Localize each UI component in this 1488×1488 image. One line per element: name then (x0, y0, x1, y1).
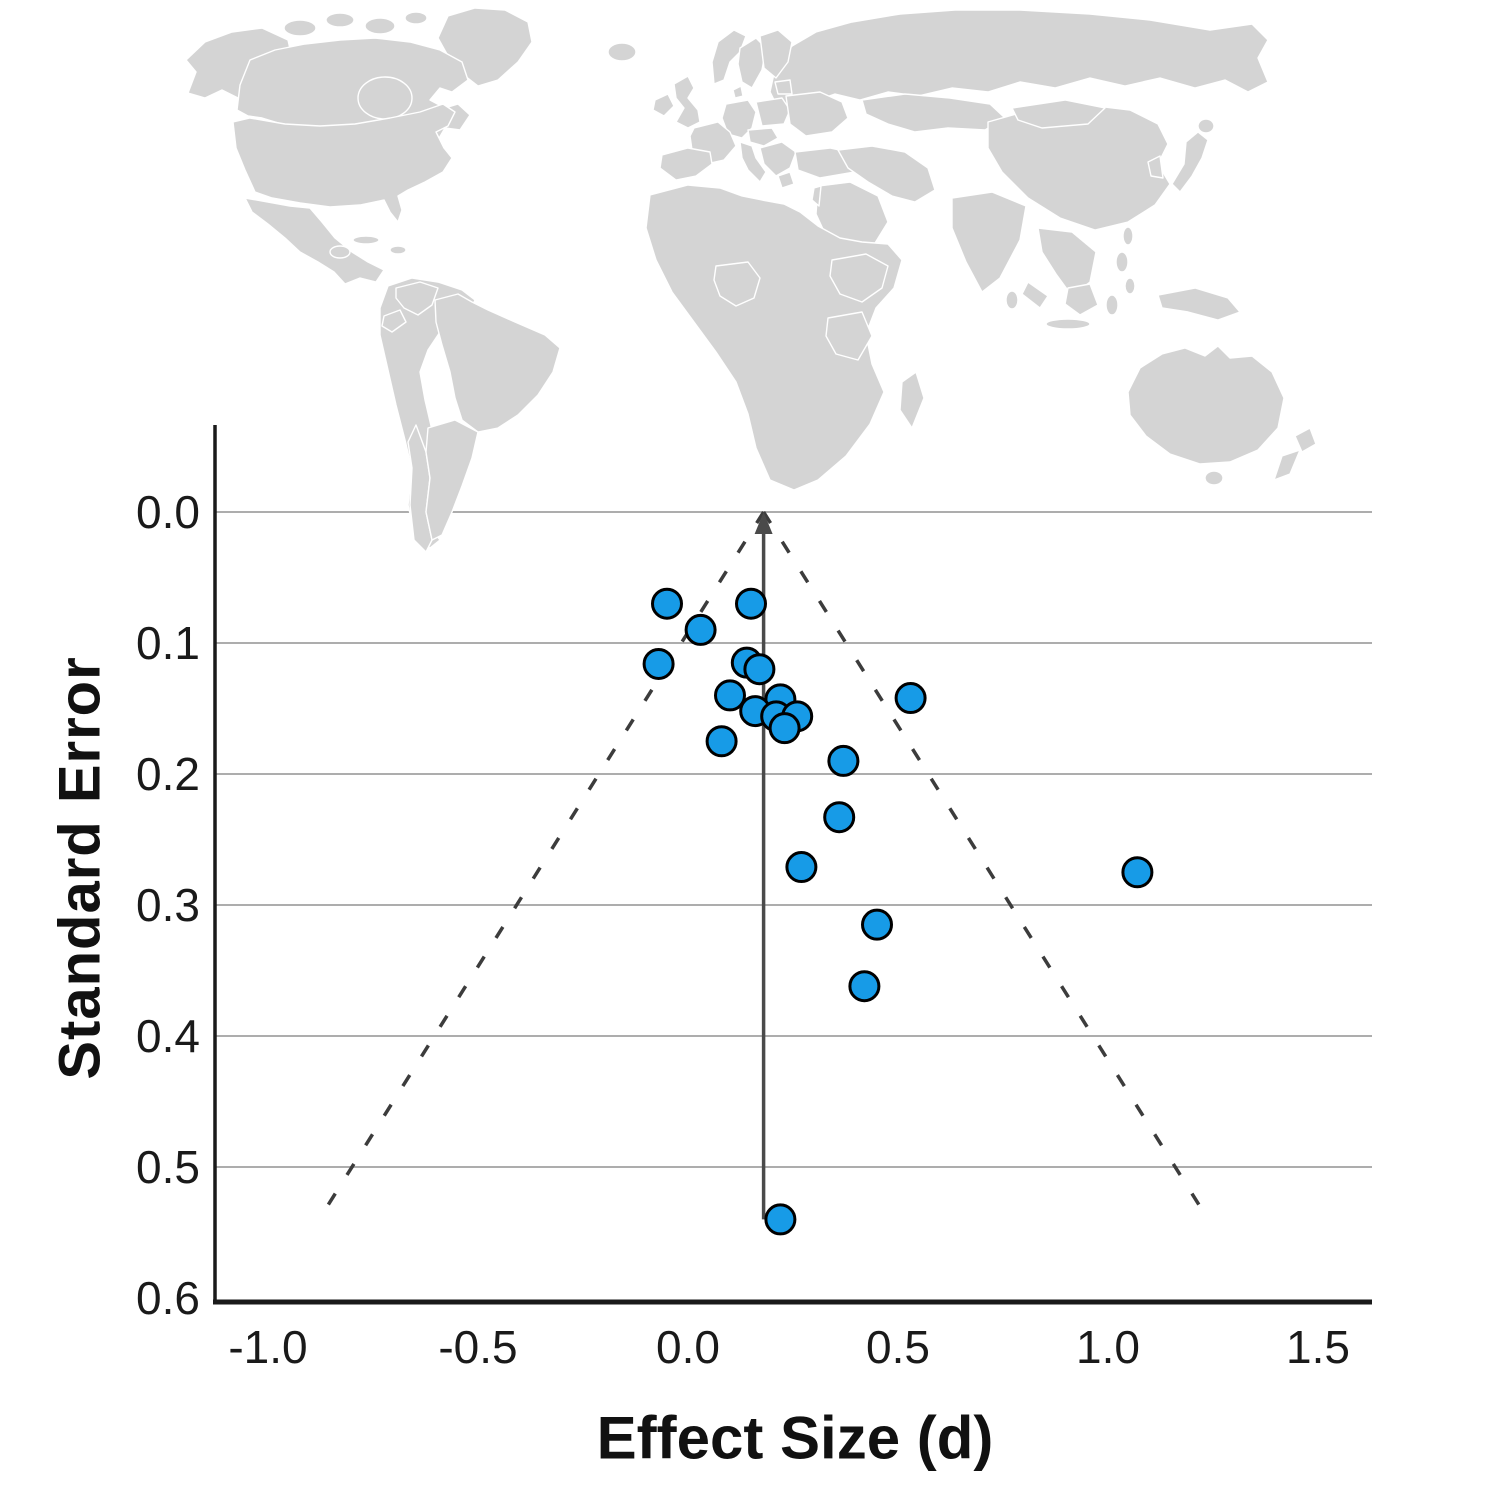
country-ethiopia (829, 253, 889, 303)
country-madagascar (899, 371, 925, 429)
country-united-states (232, 103, 456, 223)
region-baltics (774, 79, 793, 95)
data-point (735, 587, 767, 620)
region-iberia (659, 147, 713, 181)
country-cuba (352, 235, 380, 245)
country-greece (777, 171, 795, 189)
country-china (987, 103, 1171, 231)
region-central-asia (861, 93, 1006, 133)
data-point (764, 1203, 797, 1236)
x-tick-label: -0.5 (438, 1321, 517, 1373)
region-iran (837, 145, 936, 203)
country-nigeria (713, 261, 761, 307)
data-point (848, 970, 881, 1003)
x-tick-label: 1.0 (1076, 1321, 1140, 1373)
country-brazil (434, 293, 561, 433)
country-finland (759, 29, 793, 79)
country-israel (811, 185, 822, 207)
y-tick-label: 0.1 (136, 617, 200, 669)
y-tick-label: 0.6 (136, 1272, 200, 1324)
island-sumatra (1021, 281, 1049, 309)
country-united-kingdom (673, 75, 701, 129)
country-new-zealand-north (1294, 427, 1317, 453)
country-hispaniola (389, 245, 407, 255)
island-sulawesi (1105, 294, 1119, 316)
country-denmark (732, 85, 744, 99)
country-india (951, 191, 1027, 293)
country-colombia (395, 281, 439, 316)
y-tick-label: 0.5 (136, 1141, 200, 1193)
country-philippines (1115, 251, 1129, 273)
x-tick-label: 1.5 (1286, 1321, 1350, 1373)
arctic-island (325, 12, 355, 28)
region-mexico-central-america (244, 197, 385, 285)
arctic-island (364, 17, 396, 35)
x-tick-label: 0.5 (866, 1321, 930, 1373)
country-argentina (425, 419, 479, 541)
data-point (684, 613, 717, 646)
hudson-bay (357, 76, 413, 120)
y-tick-label: 0.4 (136, 1010, 200, 1062)
country-ecuador (381, 309, 407, 333)
island-tasmania (1204, 470, 1224, 486)
country-honduras (329, 245, 351, 259)
country-russia (769, 9, 1269, 111)
world-map-choropleth (185, 7, 1317, 553)
data-point (823, 801, 856, 834)
island-java (1045, 318, 1091, 330)
x-tick-label: -1.0 (228, 1321, 307, 1373)
country-new-zealand-south (1273, 449, 1301, 481)
island-new-guinea (1157, 287, 1241, 321)
map-countries (185, 7, 1317, 553)
y-tick-label: 0.2 (136, 748, 200, 800)
country-sri-lanka (1005, 290, 1019, 310)
country-sweden (737, 37, 767, 89)
mean-effect-arrow (754, 512, 773, 534)
data-point (785, 851, 818, 884)
data-point (768, 712, 801, 745)
country-taiwan (1122, 226, 1134, 246)
data-point (894, 682, 927, 715)
data-point (705, 725, 738, 758)
region-balkans (759, 141, 797, 177)
y-tick-label: 0.0 (136, 486, 200, 538)
country-japan (1171, 131, 1209, 193)
country-mongolia (1011, 99, 1106, 129)
country-japan-hokkaido (1197, 118, 1215, 134)
island-borneo (1064, 283, 1099, 316)
region-czech-austria (747, 127, 779, 147)
x-tick-label: 0.0 (656, 1321, 720, 1373)
arctic-island (283, 19, 317, 37)
y-tick-label: 0.3 (136, 879, 200, 931)
data-point (714, 679, 746, 712)
country-poland (755, 97, 791, 127)
arctic-island (404, 11, 428, 25)
data-point (743, 653, 776, 686)
country-australia (1127, 345, 1285, 465)
x-axis-title: Effect Size (d) (596, 1404, 994, 1472)
region-ukraine-belarus (785, 91, 849, 137)
data-point (642, 647, 675, 680)
country-germany (721, 99, 757, 139)
data-point (861, 908, 893, 941)
country-italy (739, 141, 767, 183)
data-point (827, 744, 860, 777)
y-axis-title: Standard Error (47, 656, 113, 1080)
data-point (651, 587, 683, 620)
country-iceland (607, 42, 637, 62)
country-ireland (652, 93, 675, 117)
country-tanzania (825, 311, 873, 361)
country-south-korea (1147, 155, 1164, 179)
data-point (1121, 856, 1154, 889)
country-philippines (1124, 277, 1136, 295)
